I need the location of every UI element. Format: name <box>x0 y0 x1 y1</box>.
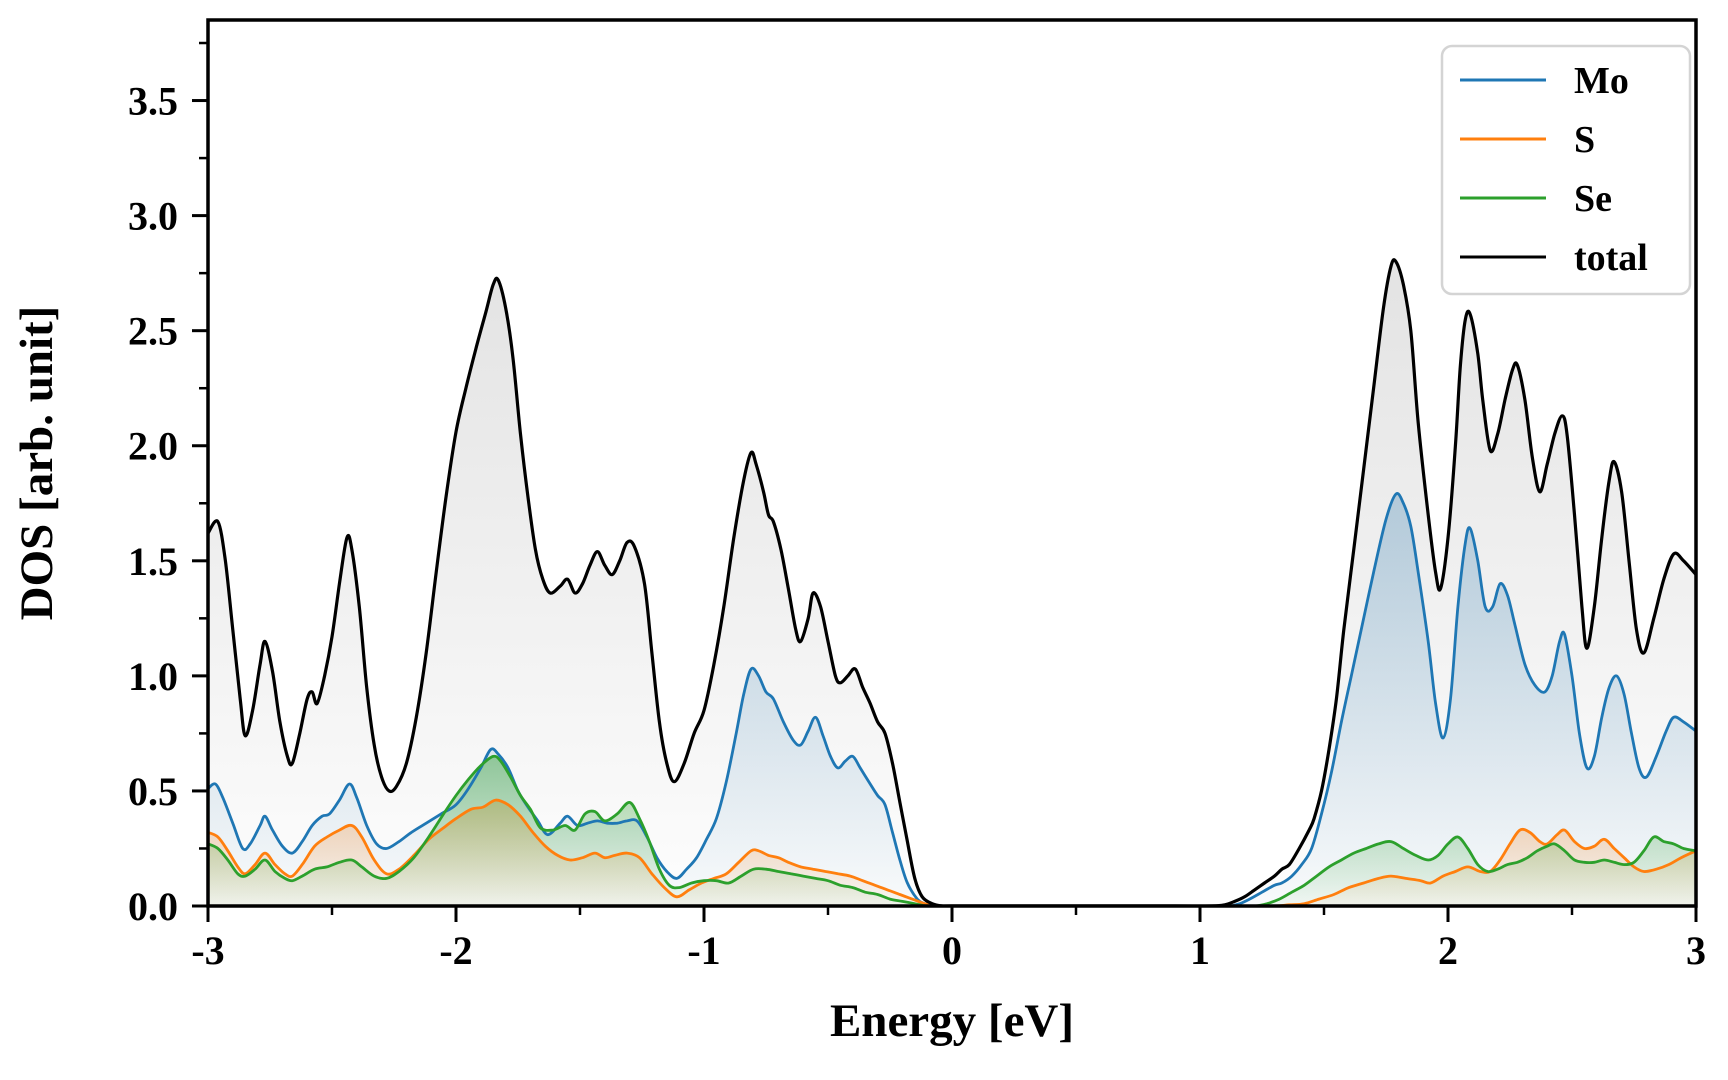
x-axis-title: Energy [eV] <box>830 995 1074 1047</box>
y-tick-label: 0.5 <box>128 769 178 814</box>
legend-box <box>1440 44 1692 296</box>
x-tick-label: 0 <box>942 928 962 973</box>
x-tick-label: 2 <box>1438 928 1458 973</box>
series-line-mo <box>208 492 1696 906</box>
series-line-s <box>208 798 1696 906</box>
series-line-se <box>208 754 1696 906</box>
series-fill-total <box>208 259 1696 906</box>
x-tick-label: -3 <box>191 928 224 973</box>
y-tick-label: 2.5 <box>128 309 178 354</box>
y-axis-title: DOS [arb. unit] <box>11 306 63 621</box>
x-tick-label: -2 <box>439 928 472 973</box>
y-tick-label: 3.5 <box>128 79 178 124</box>
plot-region <box>208 258 1696 906</box>
y-tick-label: 2.0 <box>128 424 178 469</box>
axis-ticks <box>192 41 1698 922</box>
series-line-total <box>208 258 1696 906</box>
y-tick-label: 1.5 <box>128 539 178 584</box>
legend-entry-label: S <box>1574 119 1595 161</box>
legend-entry-label: Se <box>1574 178 1612 220</box>
y-tick-label: 1.0 <box>128 654 178 699</box>
x-tick-label: 1 <box>1190 928 1210 973</box>
x-tick-label: -1 <box>687 928 720 973</box>
y-tick-label: 0.0 <box>128 884 178 929</box>
legend-entry-label: Mo <box>1574 60 1629 102</box>
legend-entry-label: total <box>1574 237 1648 279</box>
y-tick-label: 3.0 <box>128 194 178 239</box>
x-tick-label: 3 <box>1686 928 1706 973</box>
legend: Mo S Se total <box>1440 44 1692 296</box>
